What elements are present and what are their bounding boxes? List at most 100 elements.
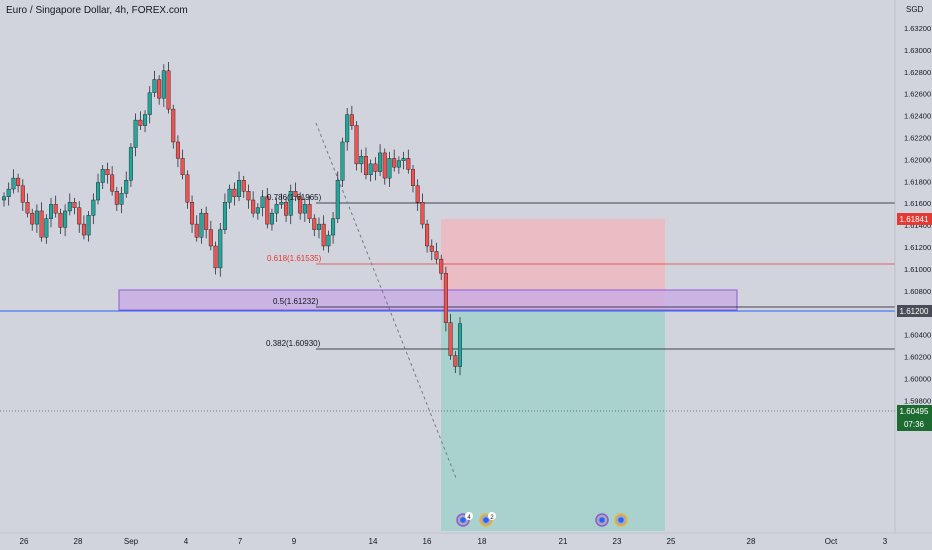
candle-body [251, 199, 256, 214]
candle-body [227, 188, 232, 203]
price-tick: 1.60200 [904, 353, 931, 362]
candle-body [208, 229, 213, 247]
price-tick: 1.60400 [904, 331, 931, 340]
candle-body [190, 201, 195, 225]
candle-body [232, 188, 237, 197]
candle-body [30, 212, 35, 225]
price-tick: 1.61800 [904, 177, 931, 186]
candle-body [279, 201, 284, 205]
candle-body [222, 201, 227, 230]
fib-618-label: 0.618(1.61535) [267, 254, 322, 263]
time-label: 28 [74, 537, 83, 546]
candle-body [302, 204, 307, 214]
time-label: 4 [184, 537, 189, 546]
time-label: 9 [292, 537, 297, 546]
candle-body [401, 158, 406, 161]
candle-body [124, 180, 129, 194]
time-axis[interactable]: 26 28 Sep 4 7 9 14 16 18 21 23 25 28 Oct 3 [20, 537, 888, 546]
candle-body [425, 223, 430, 247]
candle-body [6, 188, 11, 197]
candle-body [86, 215, 91, 236]
price-tick: 1.62600 [904, 90, 931, 99]
candle-body [387, 158, 392, 179]
candle-body [152, 79, 157, 93]
candle-body [49, 204, 54, 219]
chart-title: Euro / Singapore Dollar, 4h, FOREX.com [6, 5, 188, 16]
candle-body [128, 147, 133, 181]
event-badge-1[interactable]: 4 [456, 512, 473, 527]
level-price-text: 1.61200 [900, 307, 929, 316]
event-badge-2[interactable]: 2 [479, 512, 496, 527]
candle-body [11, 177, 16, 190]
candle-body [246, 191, 251, 201]
candle-body [335, 180, 340, 219]
current-price-text: 1.60495 [900, 407, 929, 416]
candle-body [321, 223, 326, 247]
candle-body [241, 180, 246, 192]
currency-label: SGD [906, 5, 924, 14]
candle-body [2, 196, 6, 201]
price-tick: 1.63000 [904, 46, 931, 55]
countdown-timer: 07:36 [904, 420, 925, 429]
fib-trend-line[interactable] [315, 122, 457, 479]
candle-body [34, 210, 39, 225]
candle-body [147, 92, 152, 115]
candle-body [91, 199, 96, 216]
candle-body [180, 158, 185, 176]
candle-body [443, 273, 448, 323]
price-tick: 1.61400 [904, 221, 931, 230]
candle-body [213, 245, 218, 269]
candle-body [359, 156, 364, 165]
event-badge-4[interactable] [614, 513, 628, 527]
candle-body [269, 212, 274, 225]
price-tick: 1.61600 [904, 199, 931, 208]
current-price-badge: 1.60495 07:36 [897, 405, 932, 431]
time-label: Sep [124, 537, 139, 546]
candle-body [420, 201, 425, 225]
price-tick: 1.60800 [904, 287, 931, 296]
candle-body [63, 210, 68, 228]
candle-body [166, 70, 171, 110]
resistance-zone[interactable] [118, 289, 738, 311]
price-tick: 1.60000 [904, 374, 931, 383]
candle-body [288, 191, 293, 216]
candle-body [133, 119, 138, 148]
candle-body [105, 169, 110, 176]
candle-body [439, 258, 444, 274]
candle-body [396, 160, 401, 168]
price-tick: 1.62200 [904, 134, 931, 143]
stop-price-text: 1.61841 [900, 215, 929, 224]
candle-body [363, 156, 368, 176]
candle-body [274, 204, 279, 214]
candle-body [171, 108, 176, 143]
candle-body [44, 218, 49, 238]
candle-body [175, 141, 180, 159]
candle-body [119, 193, 124, 205]
candle-body [237, 180, 242, 197]
candle-body [110, 174, 115, 192]
fib-786-label: 0.786(1.61965) [267, 193, 322, 202]
stop-price-badge: 1.61841 [897, 213, 932, 225]
candle-body [415, 185, 420, 203]
time-label: 3 [883, 537, 888, 546]
candle-body [293, 191, 298, 197]
candle-body [331, 218, 336, 236]
candle-body [260, 196, 265, 208]
time-label: 16 [423, 537, 432, 546]
candle-body [199, 212, 204, 238]
time-label: 18 [478, 537, 487, 546]
event-badge-3[interactable] [595, 513, 609, 527]
time-label: Oct [825, 537, 838, 546]
take-profit-zone[interactable] [441, 311, 665, 531]
fib-5-label: 0.5(1.61232) [273, 297, 319, 306]
candle-body [96, 182, 101, 201]
price-tick: 1.61200 [904, 243, 931, 252]
candle-body [81, 223, 86, 236]
candle-body [194, 223, 199, 238]
time-label: 23 [613, 537, 622, 546]
candle-body [185, 174, 190, 203]
price-tick: 1.61000 [904, 265, 931, 274]
candle-body [316, 223, 321, 230]
candle-body [434, 251, 439, 260]
